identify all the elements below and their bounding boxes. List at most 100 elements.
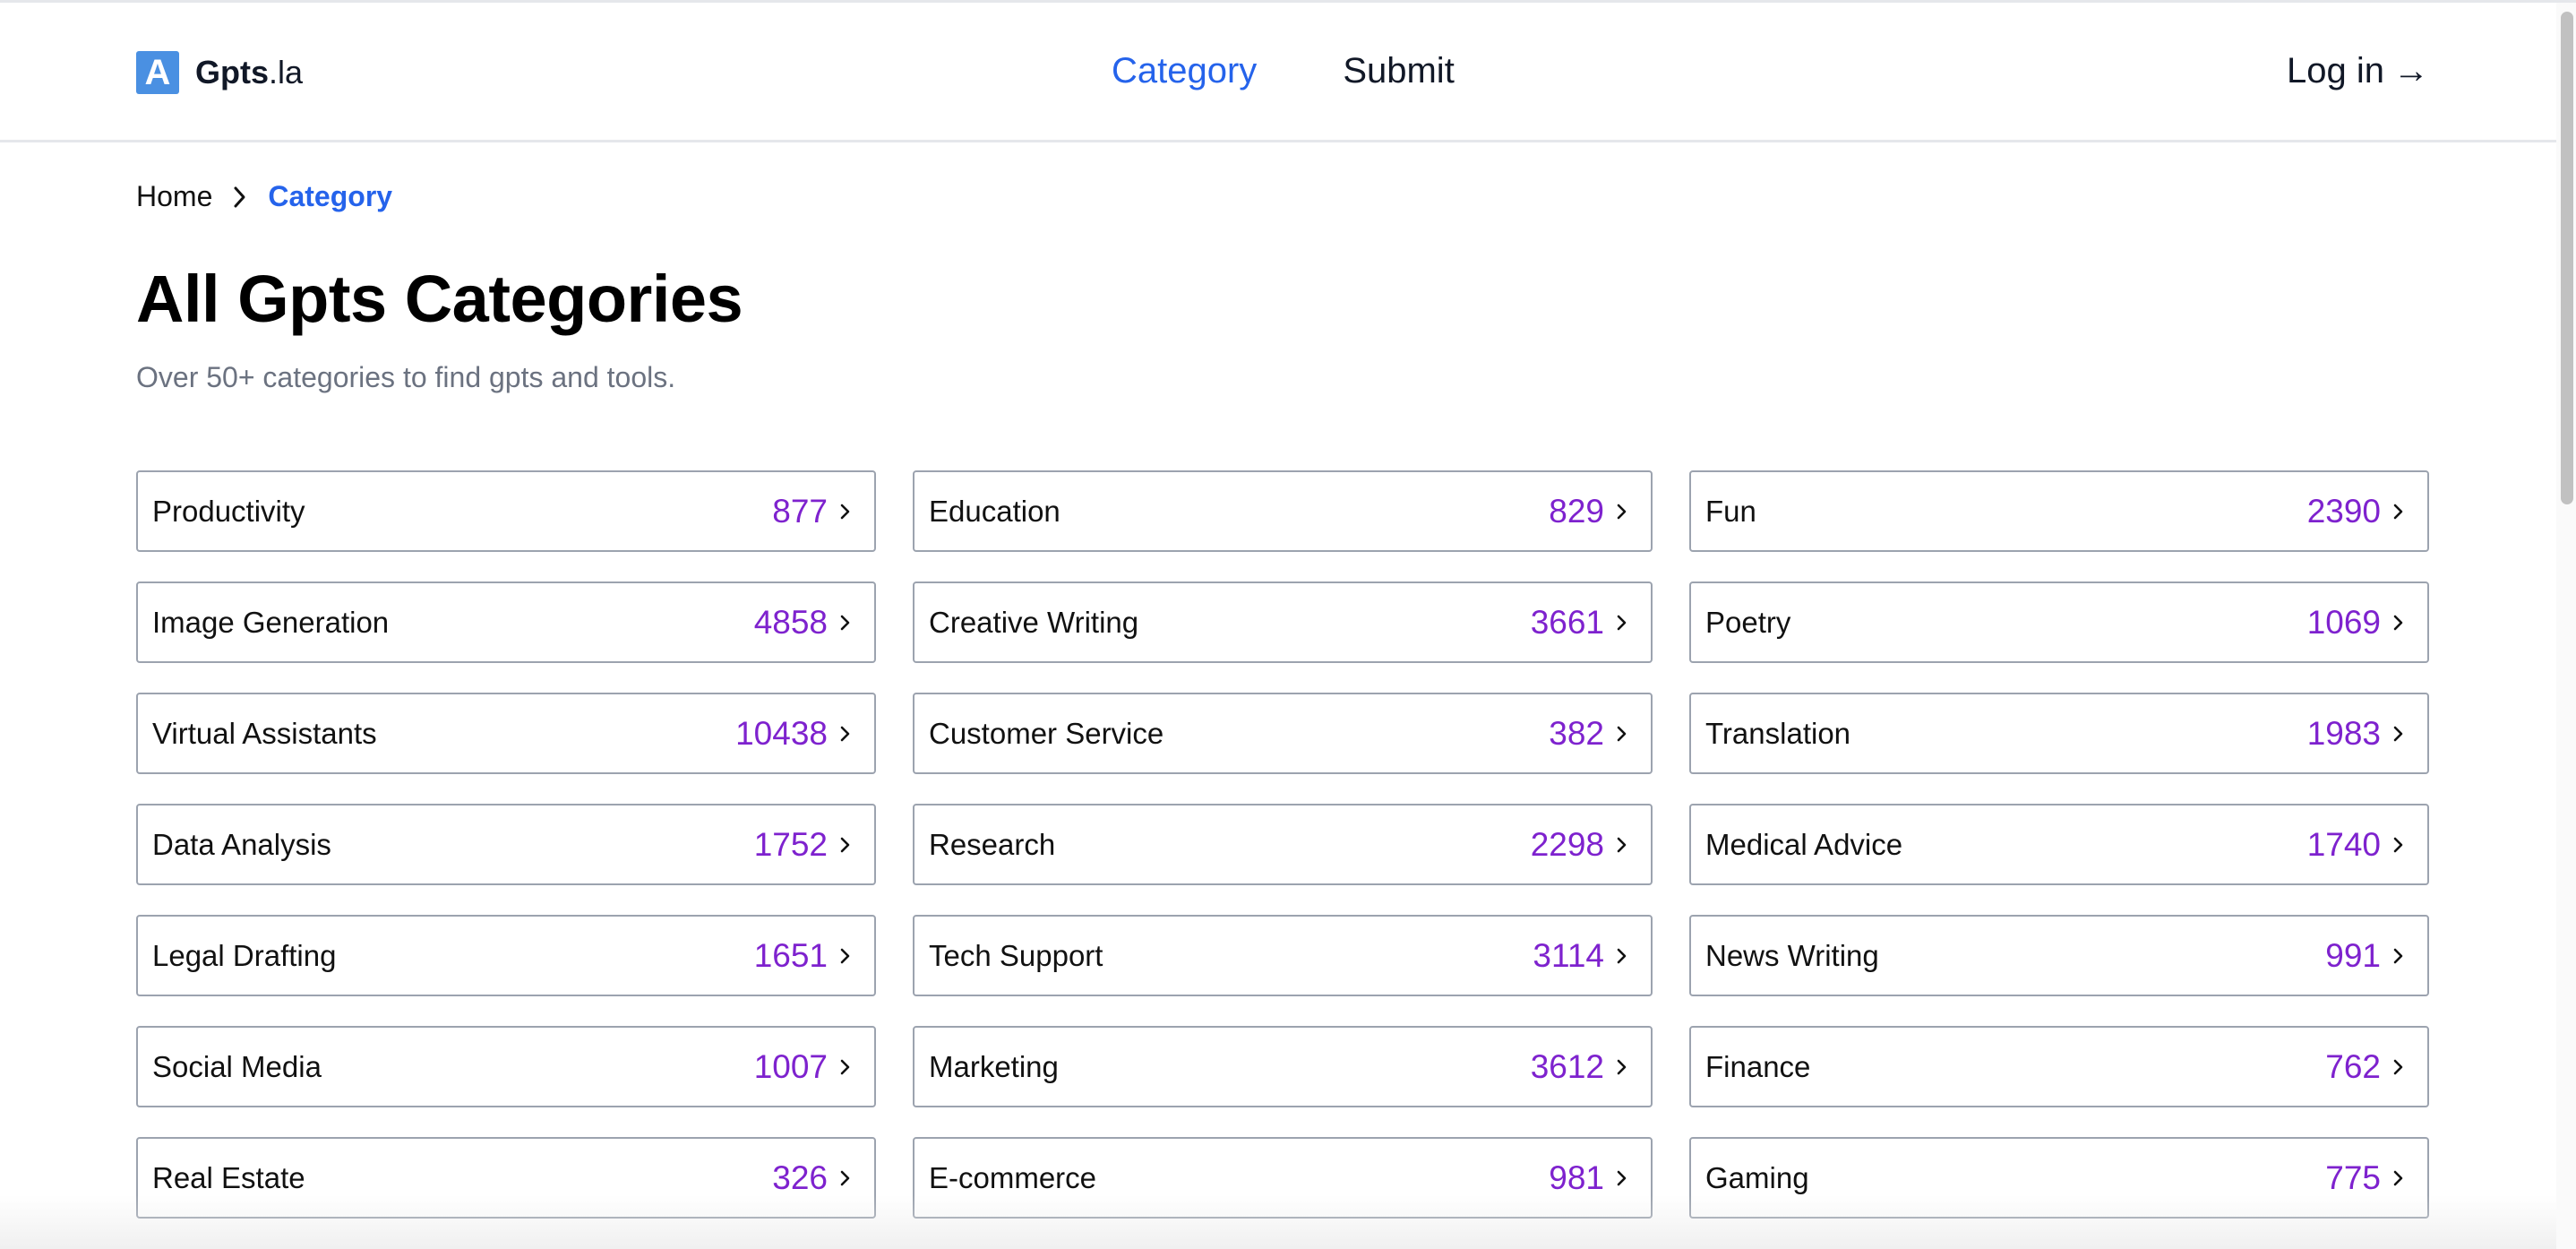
category-count: 10438	[735, 714, 828, 752]
chevron-right-icon	[1613, 831, 1631, 858]
scrollbar-thumb[interactable]	[2561, 12, 2573, 504]
site-header: A Gpts.la Category Submit Log in →	[0, 3, 2576, 142]
category-card[interactable]: Legal Drafting 1651	[136, 915, 876, 996]
category-meta: 775	[2325, 1159, 2408, 1197]
category-card[interactable]: Medical Advice 1740	[1689, 804, 2429, 885]
category-card[interactable]: Gaming 775	[1689, 1137, 2429, 1219]
category-meta: 4858	[754, 604, 854, 642]
login-label: Log in	[2287, 51, 2384, 90]
category-name: Real Estate	[152, 1160, 305, 1194]
category-meta: 10438	[735, 715, 854, 753]
chevron-right-icon	[2390, 498, 2408, 525]
category-name: Creative Writing	[929, 605, 1139, 639]
category-meta: 1069	[2307, 604, 2408, 642]
category-meta: 3661	[1531, 604, 1631, 642]
category-count: 4858	[753, 603, 828, 641]
category-meta: 3114	[1533, 937, 1631, 975]
chevron-right-icon	[1613, 1165, 1631, 1192]
category-count: 762	[2325, 1047, 2381, 1085]
category-name: News Writing	[1705, 938, 1879, 972]
chevron-right-icon	[1613, 1054, 1631, 1081]
category-count: 1740	[2306, 825, 2381, 863]
category-meta: 2298	[1531, 826, 1631, 864]
main-nav: Category Submit	[1112, 51, 1455, 91]
chevron-right-icon	[837, 831, 854, 858]
category-card[interactable]: Social Media 1007	[136, 1026, 876, 1107]
chevron-right-icon	[1613, 720, 1631, 747]
category-card[interactable]: Customer Service 382	[913, 693, 1653, 774]
category-name: Gaming	[1705, 1160, 1809, 1194]
category-meta: 382	[1549, 715, 1631, 753]
chevron-right-icon	[2390, 609, 2408, 636]
category-card[interactable]: Research 2298	[913, 804, 1653, 885]
nav-submit[interactable]: Submit	[1343, 51, 1455, 90]
category-card[interactable]: Marketing 3612	[913, 1026, 1653, 1107]
chevron-right-icon	[837, 943, 854, 969]
category-card[interactable]: News Writing 991	[1689, 915, 2429, 996]
arrow-right-icon: →	[2393, 51, 2429, 90]
category-meta: 1651	[754, 937, 854, 975]
category-card[interactable]: Creative Writing 3661	[913, 581, 1653, 663]
category-card[interactable]: Productivity 877	[136, 470, 876, 552]
category-count: 2298	[1530, 825, 1604, 863]
category-name: Medical Advice	[1705, 827, 1903, 861]
category-count: 1983	[2306, 714, 2381, 752]
category-meta: 326	[772, 1159, 854, 1197]
breadcrumb-current: Category	[268, 180, 393, 212]
category-name: Customer Service	[929, 716, 1164, 750]
category-name: Education	[929, 494, 1060, 528]
category-meta: 991	[2325, 937, 2408, 975]
chevron-right-icon	[2390, 720, 2408, 747]
category-meta: 1007	[754, 1048, 854, 1086]
category-name: Productivity	[152, 494, 305, 528]
category-card[interactable]: Translation 1983	[1689, 693, 2429, 774]
category-name: Fun	[1705, 494, 1756, 528]
category-count: 1069	[2306, 603, 2381, 641]
scrollbar[interactable]	[2556, 3, 2576, 1249]
logo-mark: A	[136, 51, 179, 94]
category-card[interactable]: Tech Support 3114	[913, 915, 1653, 996]
category-name: Data Analysis	[152, 827, 331, 861]
category-count: 1752	[753, 825, 828, 863]
chevron-right-icon	[2390, 943, 2408, 969]
category-meta: 1752	[754, 826, 854, 864]
chevron-right-icon	[837, 498, 854, 525]
category-card[interactable]: Fun 2390	[1689, 470, 2429, 552]
category-name: E-commerce	[929, 1160, 1097, 1194]
category-count: 3661	[1530, 603, 1604, 641]
breadcrumb: Home Category	[136, 180, 392, 213]
category-card[interactable]: Finance 762	[1689, 1026, 2429, 1107]
nav-category[interactable]: Category	[1112, 51, 1258, 90]
category-card[interactable]: Poetry 1069	[1689, 581, 2429, 663]
category-count: 3114	[1533, 936, 1604, 974]
category-card[interactable]: Education 829	[913, 470, 1653, 552]
category-name: Poetry	[1705, 605, 1791, 639]
logo-text: Gpts.la	[195, 54, 303, 91]
chevron-right-icon	[232, 184, 248, 211]
category-count: 382	[1549, 714, 1604, 752]
logo-tld: .la	[269, 54, 304, 90]
category-meta: 829	[1549, 493, 1631, 530]
breadcrumb-home[interactable]: Home	[136, 180, 213, 212]
category-meta: 2390	[2307, 493, 2408, 530]
chevron-right-icon	[2390, 831, 2408, 858]
chevron-right-icon	[837, 609, 854, 636]
logo-link[interactable]: A Gpts.la	[136, 49, 303, 96]
category-count: 829	[1549, 492, 1604, 530]
category-card[interactable]: E-commerce 981	[913, 1137, 1653, 1219]
category-name: Social Media	[152, 1049, 322, 1083]
category-card[interactable]: Virtual Assistants 10438	[136, 693, 876, 774]
category-count: 1007	[753, 1047, 828, 1085]
category-name: Virtual Assistants	[152, 716, 377, 750]
category-card[interactable]: Image Generation 4858	[136, 581, 876, 663]
chevron-right-icon	[837, 1165, 854, 1192]
category-count: 981	[1549, 1159, 1604, 1196]
logo-name: Gpts	[195, 54, 270, 90]
category-grid: Productivity 877 Education 829 Fun 2390 Image …	[136, 470, 2429, 1219]
category-name: Marketing	[929, 1049, 1059, 1083]
login-link[interactable]: Log in →	[2287, 51, 2429, 91]
category-card[interactable]: Real Estate 326	[136, 1137, 876, 1219]
category-count: 1651	[753, 936, 828, 974]
category-card[interactable]: Data Analysis 1752	[136, 804, 876, 885]
chevron-right-icon	[837, 720, 854, 747]
